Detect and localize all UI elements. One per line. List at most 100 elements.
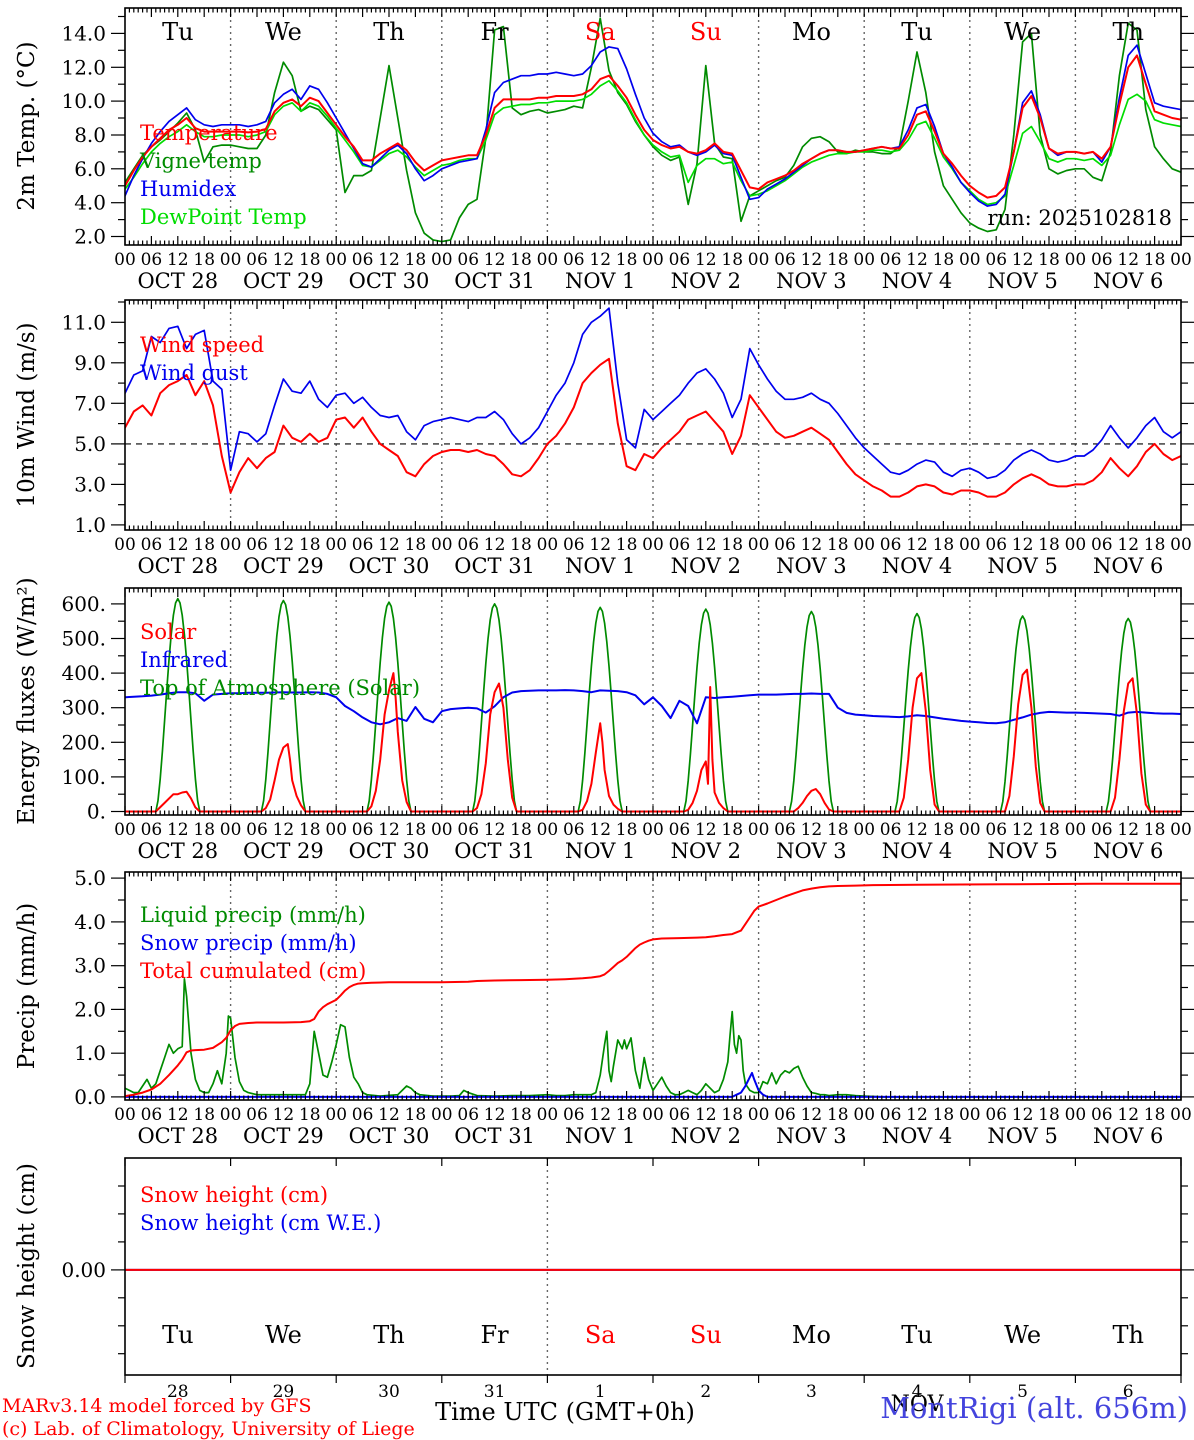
date-label: OCT 30 — [349, 839, 430, 863]
time-tick-label: 00 — [325, 250, 347, 270]
time-tick-label: 00 — [220, 535, 242, 555]
time-tick-label: 18 — [510, 535, 532, 555]
day-number-label: 2 — [700, 1382, 711, 1402]
series-solar — [125, 668, 1181, 813]
time-tick-label: 06 — [774, 535, 796, 555]
time-tick-label: 06 — [457, 1105, 479, 1125]
date-label: NOV 1 — [565, 269, 635, 293]
date-label: NOV 5 — [987, 839, 1057, 863]
y-tick-label: 3.0 — [74, 472, 106, 496]
weekday-label-top: We — [1004, 18, 1041, 46]
time-tick-label: 18 — [1038, 820, 1060, 840]
day-number-label: 28 — [167, 1382, 189, 1402]
time-tick-label: 18 — [510, 1105, 532, 1125]
time-tick-label: 06 — [246, 820, 268, 840]
time-tick-label: 00 — [114, 820, 136, 840]
time-tick-label: 00 — [431, 820, 453, 840]
time-tick-label: 18 — [1038, 535, 1060, 555]
time-tick-label: 18 — [616, 250, 638, 270]
date-label: OCT 30 — [349, 1124, 430, 1148]
series-snow_precip — [125, 1071, 1181, 1098]
time-tick-label: 18 — [510, 820, 532, 840]
time-tick-label: 12 — [695, 1105, 717, 1125]
time-tick-label: 06 — [985, 1105, 1007, 1125]
date-label: NOV 5 — [987, 269, 1057, 293]
time-tick-label: 00 — [959, 250, 981, 270]
legend-wind-gust: Wind gust — [140, 361, 248, 385]
time-tick-label: 00 — [1170, 820, 1192, 840]
time-tick-label: 06 — [246, 535, 268, 555]
time-tick-label: 00 — [748, 1105, 770, 1125]
time-tick-label: 06 — [246, 1105, 268, 1125]
time-tick-label: 12 — [378, 250, 400, 270]
time-tick-label: 18 — [1144, 1105, 1166, 1125]
time-tick-label: 00 — [748, 250, 770, 270]
time-tick-label: 18 — [405, 1105, 427, 1125]
y-tick-label: 400. — [61, 661, 106, 685]
y-axis-title-temp: 2m Temp. (°C) — [14, 41, 40, 211]
time-tick-label: 00 — [853, 535, 875, 555]
date-label: OCT 29 — [243, 1124, 324, 1148]
weekday-label: Sa — [585, 1321, 616, 1349]
weekday-label: Th — [373, 1321, 404, 1349]
y-tick-label: 2.0 — [74, 997, 106, 1021]
time-tick-label: 18 — [827, 820, 849, 840]
time-tick-label: 00 — [959, 1105, 981, 1125]
time-tick-label: 00 — [853, 250, 875, 270]
time-tick-label: 12 — [1012, 535, 1034, 555]
time-tick-label: 12 — [801, 1105, 823, 1125]
time-tick-label: 12 — [1012, 820, 1034, 840]
day-number-label: 4 — [912, 1382, 923, 1402]
time-tick-label: 12 — [273, 535, 295, 555]
time-tick-label: 12 — [273, 820, 295, 840]
time-tick-label: 06 — [563, 535, 585, 555]
time-tick-label: 18 — [827, 1105, 849, 1125]
weekday-label: Th — [1112, 1321, 1143, 1349]
time-tick-label: 06 — [352, 820, 374, 840]
date-label: NOV 3 — [776, 839, 846, 863]
time-tick-label: 18 — [616, 1105, 638, 1125]
date-label: NOV 4 — [882, 554, 952, 578]
time-tick-label: 12 — [589, 250, 611, 270]
time-tick-label: 18 — [193, 535, 215, 555]
time-tick-label: 00 — [431, 1105, 453, 1125]
time-tick-label: 00 — [1170, 1105, 1192, 1125]
weekday-label: Fr — [481, 1321, 510, 1349]
y-tick-label: 500. — [61, 627, 106, 651]
time-tick-label: 12 — [167, 250, 189, 270]
date-label: NOV 1 — [565, 839, 635, 863]
legend-infrared: Infrared — [140, 648, 229, 672]
series-humidex — [125, 44, 1181, 207]
time-tick-label: 06 — [1091, 535, 1113, 555]
time-tick-label: 00 — [220, 820, 242, 840]
series-wind_gust — [125, 307, 1181, 480]
y-tick-label: 7.0 — [74, 391, 106, 415]
date-label: OCT 29 — [243, 554, 324, 578]
time-tick-label: 06 — [669, 1105, 691, 1125]
legend-dewpoint: DewPoint Temp — [140, 205, 307, 229]
time-tick-label: 12 — [378, 1105, 400, 1125]
time-tick-label: 00 — [1065, 820, 1087, 840]
time-tick-label: 00 — [853, 1105, 875, 1125]
legend-wind-speed: Wind speed — [140, 333, 265, 357]
time-tick-label: 12 — [167, 1105, 189, 1125]
day-number-label: 1 — [595, 1382, 606, 1402]
x-axis-title: Time UTC (GMT+0h) — [435, 1398, 695, 1426]
time-tick-label: 06 — [774, 250, 796, 270]
time-tick-label: 12 — [273, 1105, 295, 1125]
time-tick-label: 12 — [484, 250, 506, 270]
time-tick-label: 06 — [563, 250, 585, 270]
time-tick-label: 12 — [1012, 250, 1034, 270]
time-tick-label: 00 — [1170, 535, 1192, 555]
y-axis-title-wind: 10m Wind (m/s) — [14, 322, 40, 508]
time-tick-label: 06 — [1091, 250, 1113, 270]
day-number-label: 5 — [1017, 1382, 1028, 1402]
time-tick-label: 00 — [959, 535, 981, 555]
time-tick-label: 12 — [695, 535, 717, 555]
day-number-label: 3 — [806, 1382, 817, 1402]
time-tick-label: 00 — [220, 1105, 242, 1125]
time-tick-label: 00 — [537, 1105, 559, 1125]
time-tick-label: 06 — [352, 250, 374, 270]
time-tick-label: 12 — [695, 250, 717, 270]
